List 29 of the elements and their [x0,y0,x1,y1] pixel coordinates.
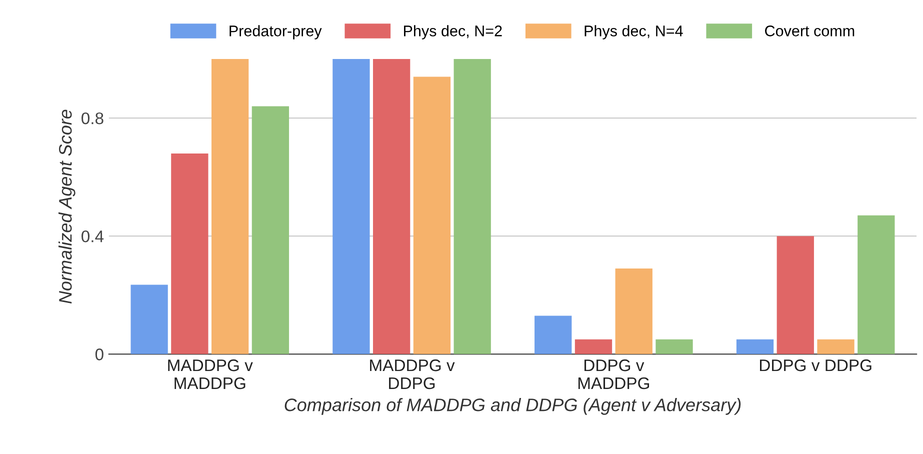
bar [858,215,895,354]
bar [776,236,814,354]
bar [332,59,370,354]
bar [373,59,410,354]
x-tick-label: DDPG v DDPG [760,359,872,372]
y-tick-label: 0.8 [82,112,104,124]
bar [211,59,249,354]
bar [574,339,612,354]
bar [615,268,652,354]
x-axis-title: Comparison of MADDPG and DDPG (Agent v Adversary) [284,398,741,415]
y-tick-label: 0 [95,348,104,360]
bar [534,316,572,354]
legend-label: Covert comm [765,26,854,36]
y-axis-title: Normalized Agent Score [58,110,76,304]
bar [817,339,854,354]
bar [130,284,168,354]
bar [736,339,774,354]
legend-label: Predator-prey [230,25,322,40]
x-tick-label: MADDPG v DDPG [370,359,455,390]
x-tick-label: MADDPG v MADDPG [168,359,253,390]
legend-label: Phys dec, N=4 [584,25,683,40]
bar [454,59,491,354]
x-tick-label: DDPG v MADDPG [578,359,650,390]
bar [656,339,693,354]
legend-label: Phys dec, N=2 [404,25,502,40]
y-tick-label: 0.4 [82,230,104,242]
bar [171,153,208,354]
bar [413,76,451,354]
bar [252,106,290,354]
